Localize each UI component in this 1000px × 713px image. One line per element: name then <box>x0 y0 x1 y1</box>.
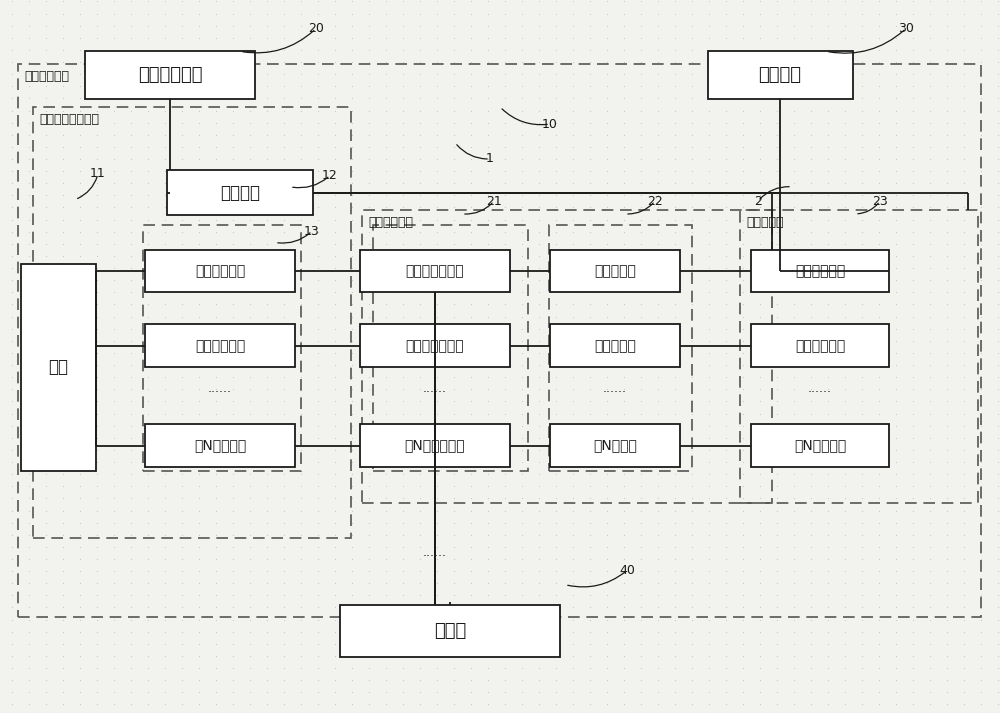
Text: 第N功率变换器: 第N功率变换器 <box>405 438 465 453</box>
Bar <box>143 225 301 471</box>
Bar <box>33 107 351 538</box>
Bar <box>550 424 680 467</box>
Bar <box>145 250 295 292</box>
Bar <box>167 170 312 215</box>
Text: 11: 11 <box>90 168 106 180</box>
Bar <box>549 225 692 471</box>
Text: 变频控制系统: 变频控制系统 <box>24 70 69 83</box>
Text: ......: ...... <box>208 382 232 395</box>
Text: 20: 20 <box>308 22 324 35</box>
Text: 功率绕组: 功率绕组 <box>220 183 260 202</box>
Bar <box>145 324 295 367</box>
Text: 多相无刷双馈电机: 多相无刷双馈电机 <box>39 113 99 125</box>
Text: 三相电网: 三相电网 <box>759 66 802 84</box>
Bar <box>373 225 528 471</box>
Bar <box>740 210 978 503</box>
Text: ......: ...... <box>808 382 832 395</box>
Bar <box>21 264 96 471</box>
Bar <box>751 324 889 367</box>
Text: 第N控制绕组: 第N控制绕组 <box>194 438 246 453</box>
Text: 23: 23 <box>872 195 888 207</box>
Text: ......: ...... <box>603 382 627 395</box>
Bar <box>708 51 852 99</box>
Bar <box>340 605 560 657</box>
Text: 30: 30 <box>898 22 914 35</box>
Text: 第一功率变换器: 第一功率变换器 <box>406 264 464 278</box>
Text: ......: ...... <box>423 382 447 395</box>
Text: 负载或原动机: 负载或原动机 <box>138 66 202 84</box>
Bar <box>145 424 295 467</box>
Text: 12: 12 <box>322 169 338 182</box>
Bar <box>360 324 510 367</box>
Text: 第二功率变换器: 第二功率变换器 <box>406 339 464 353</box>
Text: 1: 1 <box>486 153 494 165</box>
Text: ......: ...... <box>423 546 447 559</box>
Bar <box>360 424 510 467</box>
Text: 22: 22 <box>647 195 663 207</box>
Text: 第二控制绕组: 第二控制绕组 <box>195 339 245 353</box>
Text: 移相变压器: 移相变压器 <box>746 216 784 229</box>
Text: 定子: 定子 <box>48 358 68 376</box>
Text: 第一副方绕组: 第一副方绕组 <box>795 264 845 278</box>
Bar <box>550 324 680 367</box>
Bar <box>18 64 981 617</box>
Text: 多相驱动电路: 多相驱动电路 <box>368 216 413 229</box>
Text: 13: 13 <box>304 225 320 237</box>
Bar <box>550 250 680 292</box>
Text: 40: 40 <box>619 564 635 577</box>
Bar <box>362 210 772 503</box>
Text: 2: 2 <box>754 195 762 207</box>
Text: 第一滤波器: 第一滤波器 <box>594 264 636 278</box>
Bar <box>751 424 889 467</box>
Text: 21: 21 <box>486 195 502 207</box>
Bar <box>360 250 510 292</box>
Text: 第N副方绕组: 第N副方绕组 <box>794 438 846 453</box>
Text: 第N滤波器: 第N滤波器 <box>593 438 637 453</box>
Text: 第二滤波器: 第二滤波器 <box>594 339 636 353</box>
Text: 控制器: 控制器 <box>434 622 466 640</box>
Bar <box>751 250 889 292</box>
Text: 10: 10 <box>542 118 558 130</box>
Text: 第二副方绕组: 第二副方绕组 <box>795 339 845 353</box>
Bar <box>85 51 255 99</box>
Text: 第一控制绕组: 第一控制绕组 <box>195 264 245 278</box>
